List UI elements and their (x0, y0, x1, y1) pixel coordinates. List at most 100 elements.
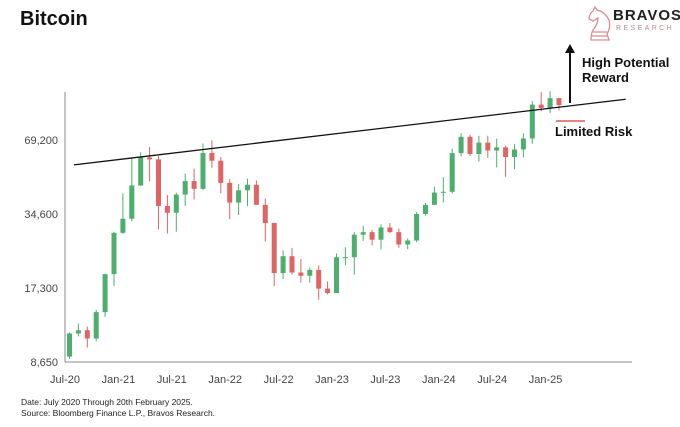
candle (67, 332, 72, 359)
candle-body (218, 160, 224, 183)
candle-body (547, 98, 553, 108)
x-tick-label: Jan-24 (422, 374, 456, 386)
candle-body (440, 191, 446, 193)
candle (342, 247, 348, 266)
candle-body (262, 204, 268, 224)
candle (378, 224, 384, 250)
risk-label: Limited Risk (555, 124, 633, 139)
y-tick-label: 69,200 (24, 135, 58, 147)
candle-body (414, 214, 420, 241)
x-tick-label: Jul-21 (157, 374, 187, 386)
candle-body (378, 227, 384, 240)
candle-body (298, 272, 304, 276)
candle (289, 247, 295, 275)
x-tick-label: Jan-21 (102, 374, 136, 386)
x-tick-label: Jul-23 (370, 374, 400, 386)
y-tick-label: 17,300 (24, 283, 58, 295)
candle-body (396, 232, 402, 245)
candle (423, 202, 428, 216)
candle (298, 258, 304, 283)
candle (405, 238, 411, 250)
candle (307, 267, 313, 283)
candle-body (360, 232, 366, 235)
candle-body (334, 257, 339, 294)
candle-body (529, 104, 535, 139)
candle-body (556, 98, 562, 106)
candle (120, 193, 126, 234)
chart-title: Bitcoin (20, 8, 88, 30)
candle (102, 273, 108, 317)
candle (369, 229, 375, 246)
candle-body (325, 288, 331, 294)
candle-body (369, 232, 375, 240)
candle-body (147, 157, 153, 160)
candle-body (102, 274, 108, 313)
candle (449, 148, 455, 194)
candle (512, 144, 517, 170)
candle (138, 152, 144, 186)
logo-sub: RESEARCH (616, 25, 675, 32)
x-tick-label: Jul-20 (50, 374, 80, 386)
trendline (73, 98, 626, 166)
candle (111, 231, 117, 287)
x-tick-label: Jul-22 (264, 374, 294, 386)
candle-body (289, 256, 295, 273)
candle-body (93, 312, 99, 339)
candle (556, 97, 562, 111)
x-tick-label: Jul-24 (477, 374, 507, 386)
candle-body (503, 147, 509, 158)
candle (360, 225, 366, 241)
candle-body (431, 192, 437, 205)
candle-body (467, 136, 473, 154)
candle-body (138, 157, 144, 186)
candle (538, 92, 544, 112)
bravos-logo (588, 5, 611, 41)
x-tick-label: Jan-22 (208, 374, 242, 386)
candle (387, 223, 393, 233)
candle-body (245, 184, 250, 191)
candle (75, 323, 81, 337)
candle-body (494, 147, 500, 151)
candle (191, 168, 197, 200)
candle-body (84, 330, 90, 339)
candle (227, 179, 233, 220)
knight-icon (588, 5, 611, 41)
reward-label: High Potential Reward (582, 55, 669, 85)
candle (316, 265, 322, 300)
candle-body (271, 223, 277, 274)
candle (200, 143, 206, 191)
candle-body (129, 185, 135, 219)
footnote-source: Source: Bloomberg Finance L.P., Bravos R… (21, 408, 216, 418)
candle (262, 198, 268, 242)
candle (147, 147, 153, 182)
candle (414, 212, 420, 243)
candle-body (182, 181, 188, 195)
candle (325, 281, 331, 295)
candle-body (236, 190, 242, 203)
candle-body (280, 256, 286, 274)
candle (494, 138, 500, 168)
candle (520, 133, 526, 158)
candle-body (67, 333, 72, 357)
candle (253, 180, 259, 205)
candle (173, 192, 179, 232)
candle-body (253, 184, 259, 205)
footnote-date: Date: July 2020 Through 20th February 20… (21, 397, 193, 407)
candle (156, 156, 161, 230)
candle-body (449, 153, 455, 192)
candle (440, 177, 446, 203)
candle-body (485, 142, 491, 151)
candle-body (156, 159, 161, 206)
candle (218, 157, 224, 194)
candle (93, 309, 99, 342)
candle (334, 253, 339, 294)
candle-body (111, 232, 117, 275)
candle-body (227, 182, 233, 203)
candle (547, 91, 553, 113)
candle (351, 232, 357, 275)
candle (503, 145, 509, 177)
candle (476, 135, 482, 162)
candle (245, 178, 250, 207)
candle-body (405, 240, 411, 245)
